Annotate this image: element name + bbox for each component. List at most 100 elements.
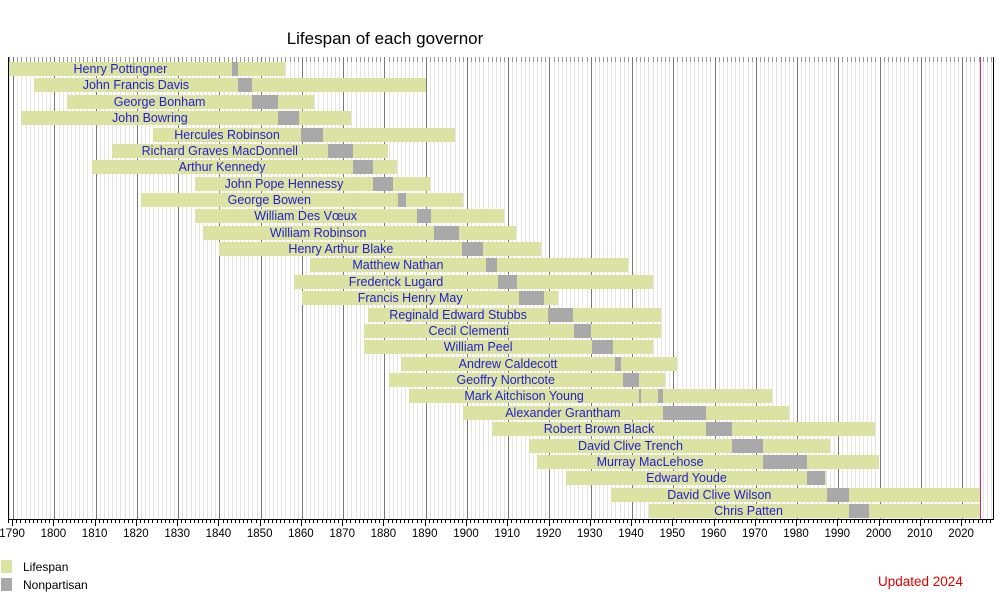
gridline-year [722,57,724,519]
axis-minor-tick [651,520,653,523]
axis-minor-tick [523,520,525,523]
top-tick [887,57,889,62]
axis-tick-label: 1930 [576,528,603,540]
top-tick [978,57,980,62]
top-tick [66,57,68,62]
gridline-year [949,57,951,519]
term-segment [278,111,299,126]
top-tick [586,57,588,62]
axis-minor-tick [923,520,925,523]
axis-minor-tick [775,520,777,523]
top-tick [120,57,122,62]
gridline-year [132,57,134,519]
gridline-year [863,57,865,519]
top-tick [108,57,110,62]
axis-minor-tick [61,520,63,523]
axis-minor-tick [32,520,34,523]
axis-major-tick [754,520,756,526]
top-tick [685,57,687,62]
axis-major-tick [94,520,96,526]
lifespan-bar [400,356,678,371]
top-tick [50,57,52,62]
gridline-year [37,57,39,519]
top-tick [83,57,85,62]
axis-minor-tick [78,520,80,523]
axis-major-tick [672,520,674,526]
axis-minor-tick [354,520,356,523]
top-tick [706,57,708,62]
top-tick [330,57,332,62]
gridline-year [891,57,893,519]
governor-label: Andrew Caldecott [458,356,558,371]
top-tick [660,57,662,62]
term-segment [848,504,870,518]
gridline-decade [219,57,221,519]
top-tick [871,57,873,62]
axis-minor-tick [800,520,802,523]
term-segment [352,160,373,175]
governor-label: John Pope Hennessy [224,176,344,191]
lifespan-bar [363,340,653,355]
axis-minor-tick [193,520,195,523]
gridline-year [768,57,770,519]
axis-minor-tick [948,520,950,523]
gridline-year [215,57,217,519]
top-tick [751,57,753,62]
axis-minor-tick [478,520,480,523]
axis-minor-tick [243,520,245,523]
top-tick [718,57,720,62]
top-tick [772,57,774,62]
top-tick [759,57,761,62]
gridline-year [116,57,118,519]
gridline-decade [260,57,262,519]
top-tick [256,57,258,62]
gridline-year [718,57,720,519]
gridline-year [784,57,786,519]
gridline-year [830,57,832,519]
lifespan-bar [301,291,558,306]
term-segment [548,307,574,322]
axis-minor-tick [763,520,764,523]
gridline-decade [797,57,799,519]
chart-title: Lifespan of each governor [286,29,484,48]
term-segment [238,78,253,93]
axis-minor-tick [272,520,274,523]
top-tick [937,57,939,62]
governor-label: William Robinson [269,225,367,240]
axis-minor-tick [230,520,232,523]
gridline-year [169,57,171,519]
gridline-year [747,57,749,519]
axis-tick-label: 1900 [453,528,479,540]
top-tick [194,57,196,62]
axis-major-tick [135,520,137,526]
axis-minor-tick [416,520,418,523]
top-tick [924,57,926,62]
top-tick [491,57,493,62]
top-tick [809,57,811,62]
axis-minor-tick [490,520,492,523]
governor-label: George Bowen [227,193,311,207]
axis-minor-tick [585,520,587,523]
lifespan-bar [293,274,653,289]
axis-minor-tick [783,520,785,523]
axis-minor-tick [907,520,909,523]
term-segment [622,373,639,387]
lifespan-swatch-icon [1,560,12,573]
axis-minor-tick [263,520,265,523]
axis-minor-tick [853,520,855,523]
lifespan-bar [310,258,628,273]
term-segment [231,62,238,76]
gridline-year [801,57,803,519]
top-tick [29,57,31,62]
axis-minor-tick [494,520,496,523]
gridline-year [916,57,918,519]
term-segment [498,274,518,289]
axis-minor-tick [197,520,199,523]
axis-minor-tick [24,520,26,523]
top-tick [289,57,291,62]
top-tick [726,57,728,62]
governor-label: Henry Arthur Blake [288,242,394,257]
axis-minor-tick [41,520,42,523]
top-tick [582,57,584,62]
legend-label: Nonpartisan [23,578,88,592]
